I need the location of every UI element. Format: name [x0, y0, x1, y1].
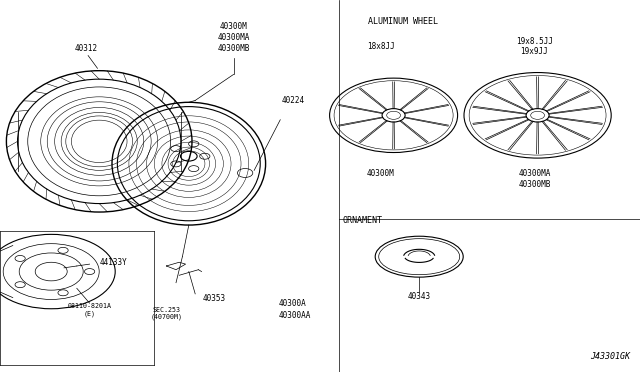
Text: 40312: 40312 — [75, 44, 98, 53]
Text: 44133Y: 44133Y — [99, 258, 127, 267]
Text: 08110-8201A
(E): 08110-8201A (E) — [68, 303, 111, 317]
Text: ALUMINUM WHEEL: ALUMINUM WHEEL — [368, 17, 438, 26]
Text: 19x8.5JJ
19x9JJ: 19x8.5JJ 19x9JJ — [516, 37, 553, 56]
Text: 18x8JJ: 18x8JJ — [367, 42, 395, 51]
Text: 40224: 40224 — [282, 96, 305, 105]
Text: 40353: 40353 — [203, 294, 226, 303]
Text: 40300A
40300AA: 40300A 40300AA — [278, 299, 311, 320]
Text: J43301GK: J43301GK — [590, 352, 630, 361]
Text: SEC.253
(40700M): SEC.253 (40700M) — [150, 307, 182, 320]
Text: 40300M: 40300M — [367, 169, 395, 178]
Text: ORNAMENT: ORNAMENT — [342, 216, 383, 225]
Text: 40300M
40300MA
40300MB: 40300M 40300MA 40300MB — [218, 22, 250, 53]
Text: 40300MA
40300MB: 40300MA 40300MB — [518, 169, 550, 189]
Circle shape — [387, 111, 401, 119]
Text: 40343: 40343 — [408, 292, 431, 301]
Circle shape — [531, 111, 545, 119]
